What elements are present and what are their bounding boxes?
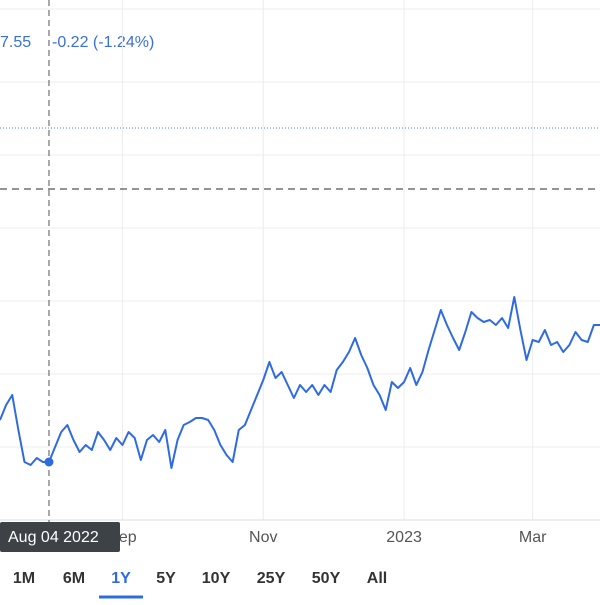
price: 7.55 [0, 34, 31, 51]
range-button[interactable]: 5Y [156, 570, 176, 587]
range-button[interactable]: 1Y [111, 570, 131, 587]
range-button[interactable]: 1M [13, 570, 35, 587]
x-tick-label: 2023 [386, 529, 422, 546]
range-button[interactable]: 6M [63, 570, 85, 587]
price-line [0, 296, 600, 469]
range-button[interactable]: All [367, 570, 387, 587]
range-button[interactable]: 10Y [202, 570, 231, 587]
x-tick-label: Mar [519, 529, 547, 546]
x-tick-label: Nov [249, 529, 277, 546]
tooltip-box [0, 522, 120, 552]
hover-point [44, 457, 54, 467]
range-button[interactable]: 50Y [312, 570, 341, 587]
range-button[interactable]: 25Y [257, 570, 286, 587]
change: -0.22 (-1.24%) [52, 34, 154, 51]
tooltip-text: Aug 04 2022 [8, 529, 99, 546]
